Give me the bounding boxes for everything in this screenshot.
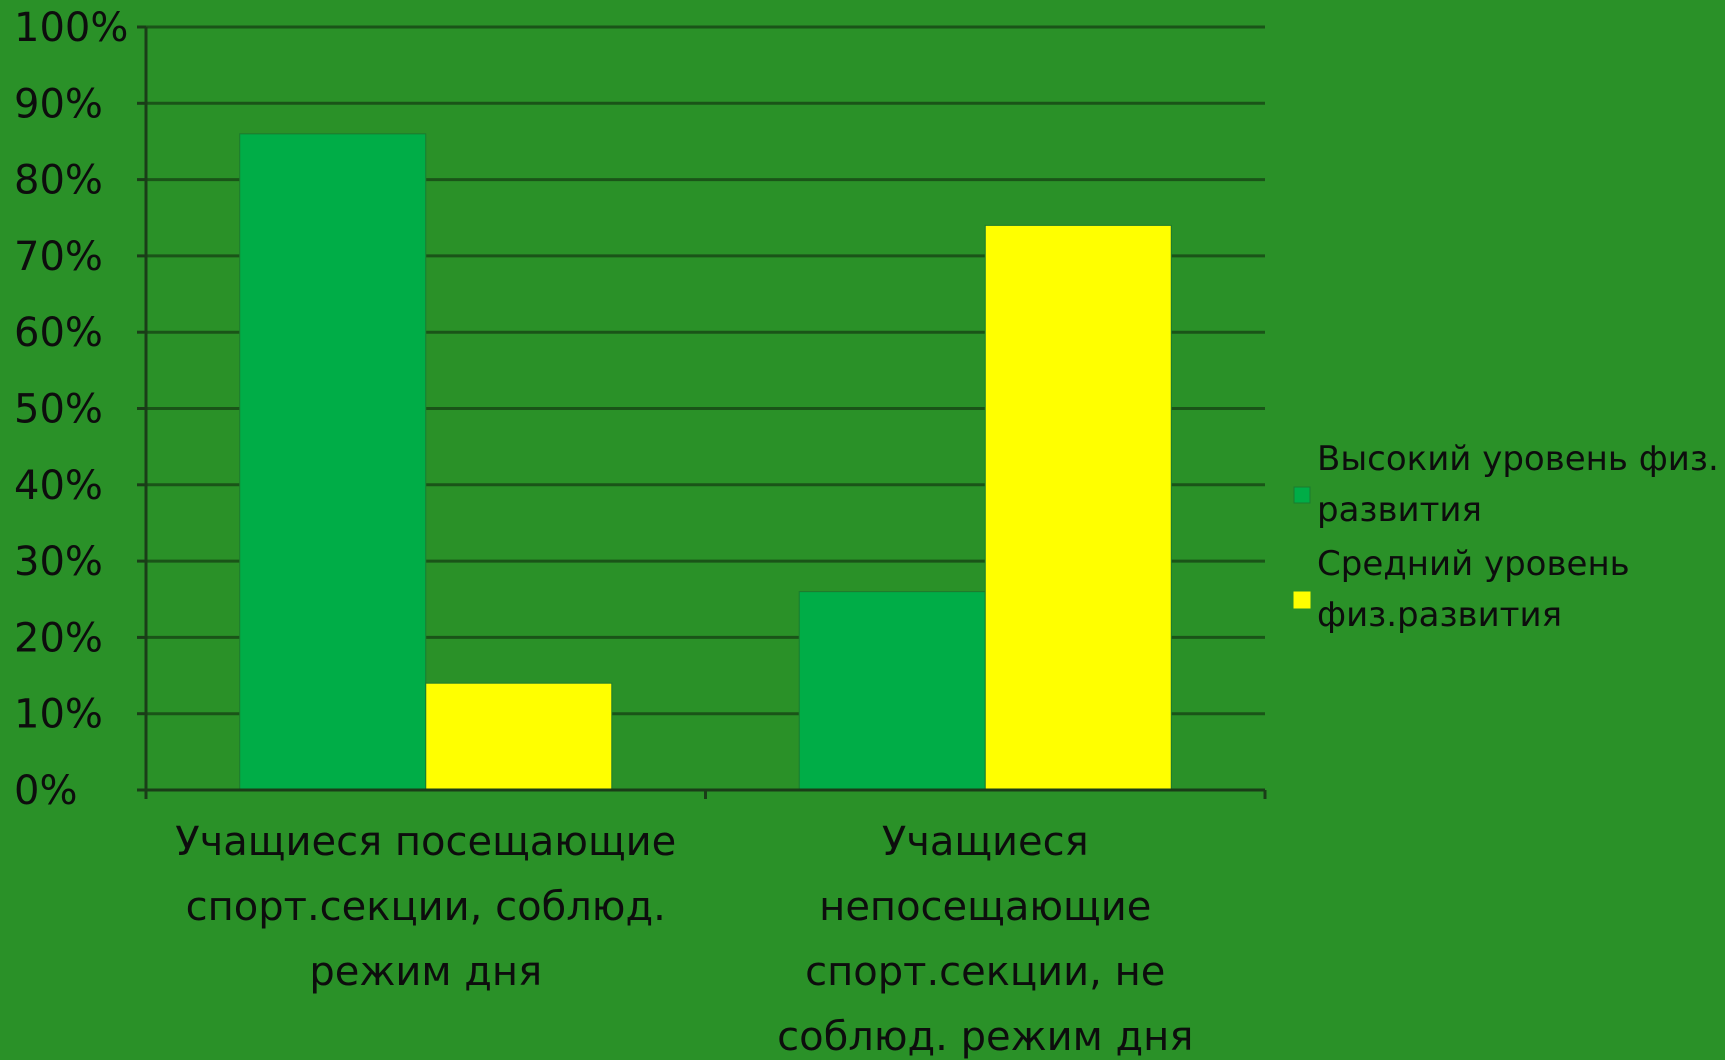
legend-label: Средний уровень [1317, 544, 1630, 584]
axes [137, 25, 1267, 799]
bars [239, 133, 1172, 791]
y-tick-label: 0% [14, 768, 77, 814]
bar [984, 224, 1172, 791]
y-tick-label: 50% [14, 387, 103, 433]
category-label: Учащиеся [882, 819, 1089, 865]
category-label: спорт.секции, соблюд. [186, 884, 666, 930]
legend: Высокий уровень физ. развития Средний уров… [1293, 439, 1719, 635]
y-tick-label: 100% [14, 5, 128, 51]
category-label: спорт.секции, не [805, 949, 1165, 995]
axis-labels: 0% 10% 20% 30% 40% 50% 60% 70% 80% 90% 100% Учащиес… [14, 5, 1193, 1060]
category-label: непосещающие [819, 884, 1151, 930]
legend-swatch [1293, 591, 1311, 609]
legend-label: Высокий уровень физ. [1317, 439, 1719, 479]
category-label: соблюд. режим дня [777, 1014, 1193, 1060]
legend-label: физ.развития [1317, 595, 1562, 635]
y-tick-label: 80% [14, 158, 103, 204]
bar [239, 133, 427, 791]
category-label: Учащиеся посещающие [175, 819, 676, 865]
legend-label: развития [1317, 490, 1482, 530]
y-tick-label: 60% [14, 310, 103, 356]
y-tick-label: 70% [14, 234, 103, 280]
bar [425, 682, 613, 791]
y-tick-label: 10% [14, 692, 103, 738]
category-label: режим дня [309, 949, 542, 995]
legend-swatch [1293, 486, 1311, 504]
y-tick-label: 40% [14, 463, 103, 509]
bar [798, 591, 986, 791]
y-tick-label: 30% [14, 539, 103, 585]
y-tick-label: 90% [14, 81, 103, 127]
y-tick-label: 20% [14, 615, 103, 661]
